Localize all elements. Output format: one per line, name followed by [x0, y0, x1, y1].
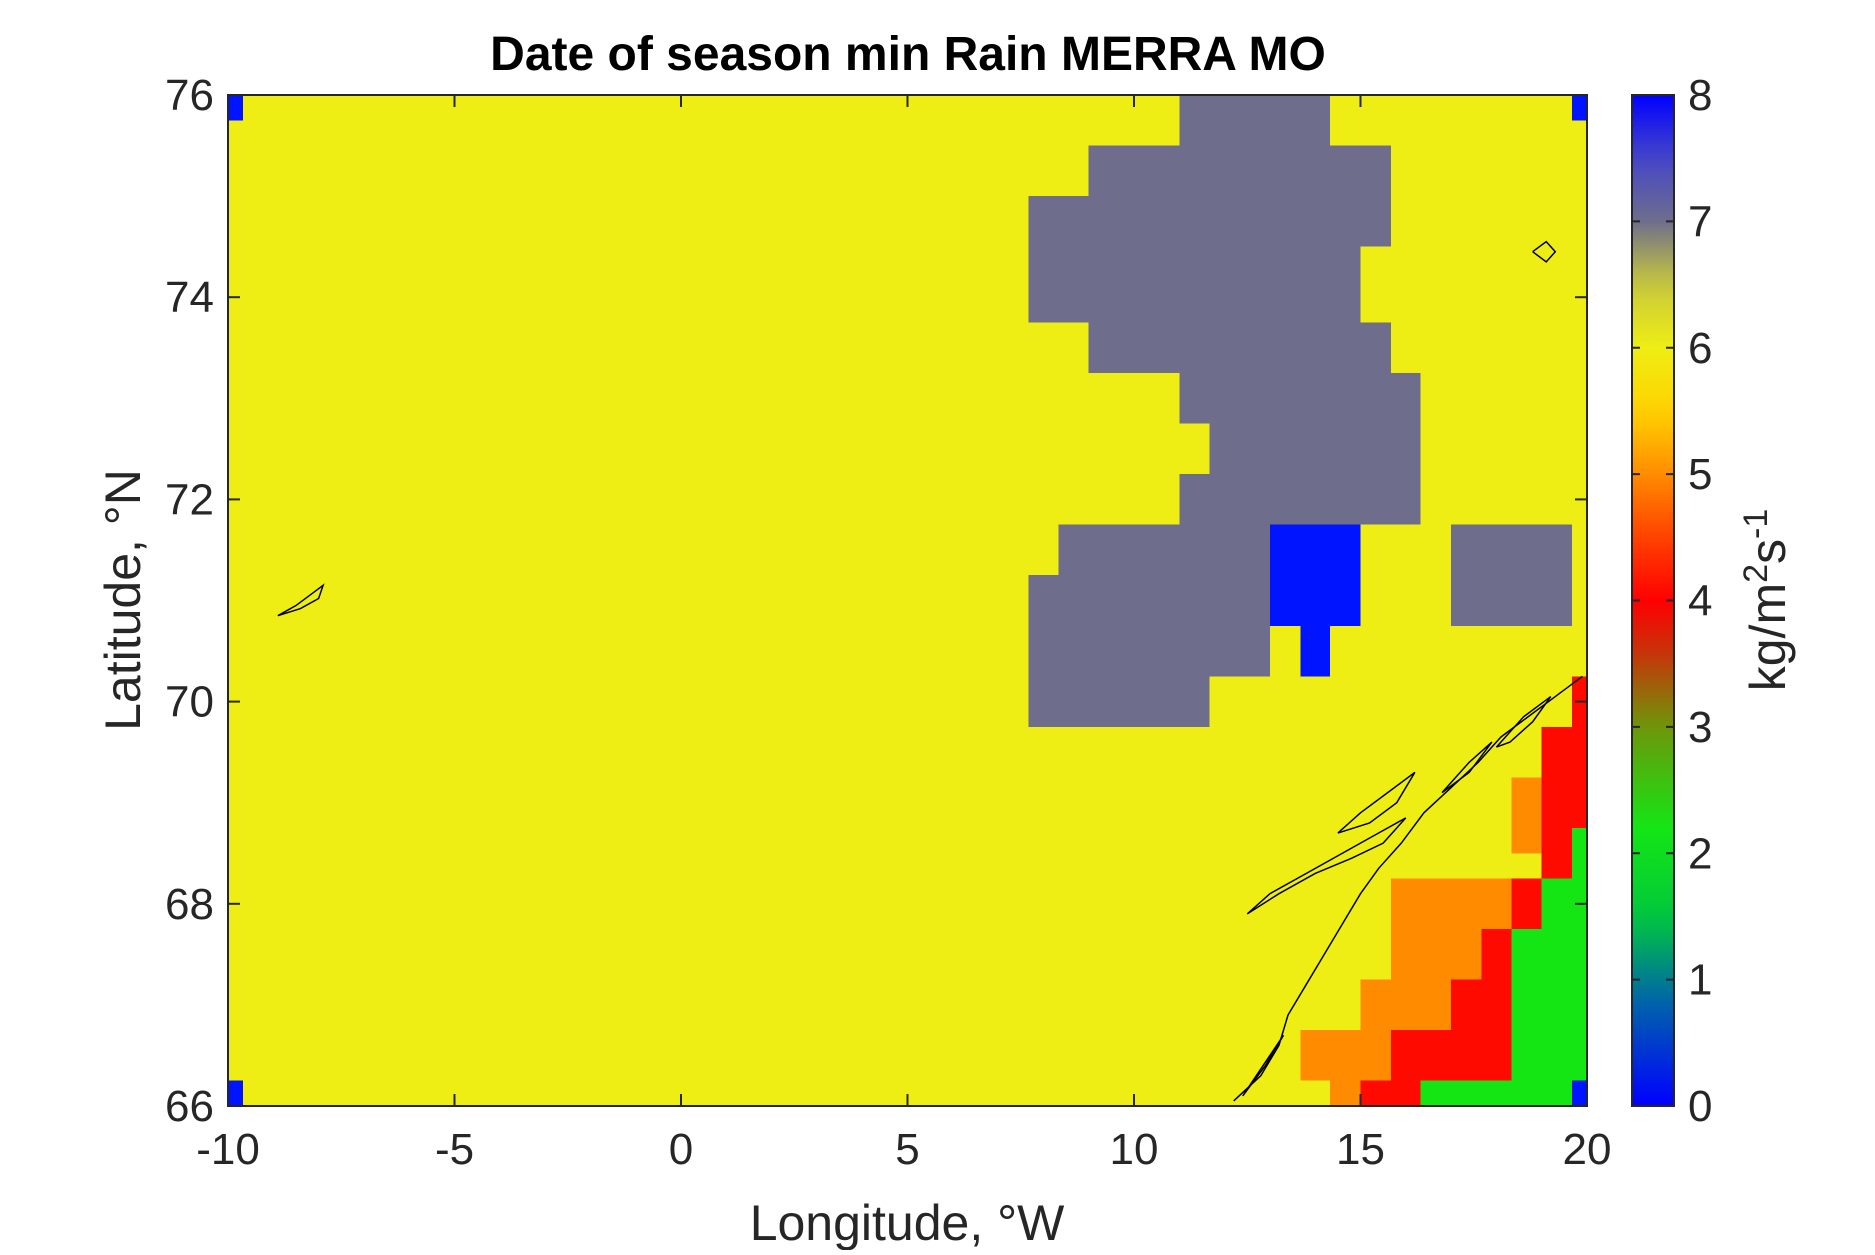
heatmap-cell-5: [1088, 145, 1391, 197]
heatmap-cell-2: [228, 1080, 243, 1106]
x-tick-label-3: 5: [895, 1125, 919, 1174]
heatmap-cell-10: [1209, 423, 1421, 475]
colorbar-tick-label-4: 4: [1688, 577, 1712, 626]
heatmap-cell-30: [1451, 979, 1482, 1031]
y-tick-label-3: 72: [165, 475, 214, 524]
x-tick-label-1: -5: [435, 1125, 474, 1174]
heatmap-cell-23: [1390, 878, 1512, 930]
x-tick-label-2: 0: [669, 1125, 693, 1174]
colorbar-ticks: 0 1 2 3 4 5 6 7 8: [1632, 71, 1712, 1131]
heatmap-cell-12: [1058, 524, 1270, 576]
chart-title: Date of season min Rain MERRA MO: [490, 28, 1326, 81]
heatmap-cell-31: [1300, 1030, 1391, 1081]
colorbar-tick-label-5: 5: [1688, 450, 1712, 499]
heatmap-cell-33: [1330, 1080, 1361, 1106]
heatmap-cell-4: [1179, 95, 1331, 146]
coastline-kvaloya: [1495, 695, 1552, 748]
colorbar-tick-label-1: 1: [1688, 956, 1712, 1005]
heatmap-cell-29: [1360, 979, 1452, 1031]
heatmap-cell-35: [1420, 1080, 1573, 1106]
heatmap-cell-24: [1511, 878, 1542, 930]
heatmap-cell-28: [1511, 929, 1542, 1081]
heatmap-cell-27: [1481, 929, 1512, 1031]
heatmap-cell-34: [1360, 1080, 1421, 1106]
heatmap-cell-26: [1390, 929, 1482, 980]
heatmap-cell-17: [1451, 524, 1573, 626]
y-tick-label-5: 76: [165, 71, 214, 120]
heatmap-cell-11: [1179, 474, 1421, 525]
heatmap-cells: [228, 95, 1587, 1106]
x-tick-label-4: 10: [1110, 1125, 1159, 1174]
x-axis-ticks: -10 -5 0 5 10 15 20: [196, 95, 1611, 1174]
x-tick-label-5: 15: [1336, 1125, 1385, 1174]
heatmap-cell-19: [1541, 726, 1587, 828]
heatmap-cell-3: [1572, 1080, 1587, 1106]
heatmap-cell-16: [1300, 625, 1331, 677]
heatmap-cell-21: [1541, 827, 1573, 879]
coastline-jan-mayen: [277, 583, 325, 617]
colorbar-tick-label-0: 0: [1688, 1082, 1712, 1131]
y-tick-label-4: 74: [165, 273, 214, 322]
colorbar-tick-label-3: 3: [1688, 703, 1712, 752]
heatmap-cell-1: [1572, 95, 1587, 121]
y-tick-label-2: 70: [165, 678, 214, 727]
coastline-helgeland-islands: [1242, 1034, 1285, 1097]
heatmap-cell-14: [1028, 676, 1210, 727]
colorbar-tick-label-2: 2: [1688, 829, 1712, 878]
y-tick-label-0: 66: [165, 1082, 214, 1131]
heatmap-cell-6: [1028, 196, 1391, 247]
heatmap-cell-9: [1179, 373, 1421, 424]
x-tick-label-6: 20: [1563, 1125, 1612, 1174]
heatmap-cell-7: [1028, 246, 1361, 323]
heatmap-cell-8: [1088, 322, 1391, 374]
coastline-lofoten: [1246, 817, 1407, 915]
y-axis-ticks: 66 68 70 72 74 76: [165, 71, 1587, 1131]
colorbar-label: kg/m2s-1: [1737, 509, 1796, 692]
colorbar: 0 1 2 3 4 5 6 7 8 kg/m2s-1: [1631, 71, 1796, 1131]
heatmap-cell-15: [1269, 524, 1361, 626]
coastlines: [277, 240, 1583, 1102]
coastline-vesteralen: [1337, 771, 1416, 834]
coastline-senja: [1441, 741, 1493, 794]
y-tick-label-1: 68: [165, 880, 214, 929]
heatmap-cell-32: [1390, 1030, 1512, 1081]
colorbar-tick-label-7: 7: [1688, 197, 1712, 246]
coastline-norway-coast: [1233, 675, 1583, 1102]
colorbar-tick-label-6: 6: [1688, 324, 1712, 373]
colorbar-tick-label-8: 8: [1688, 71, 1712, 120]
heatmap-cell-20: [1511, 777, 1542, 854]
heatmap-cell-13: [1028, 575, 1270, 677]
heatmap-cell-25: [1541, 878, 1587, 1081]
x-tick-label-0: -10: [196, 1125, 260, 1174]
heatmap-cell-0: [228, 95, 243, 121]
x-axis-label: Longitude, °W: [750, 1195, 1065, 1250]
y-axis-label: Latitude, °N: [95, 469, 151, 731]
coastline-bear-island: [1532, 240, 1557, 263]
plot-area: [227, 94, 1588, 1107]
